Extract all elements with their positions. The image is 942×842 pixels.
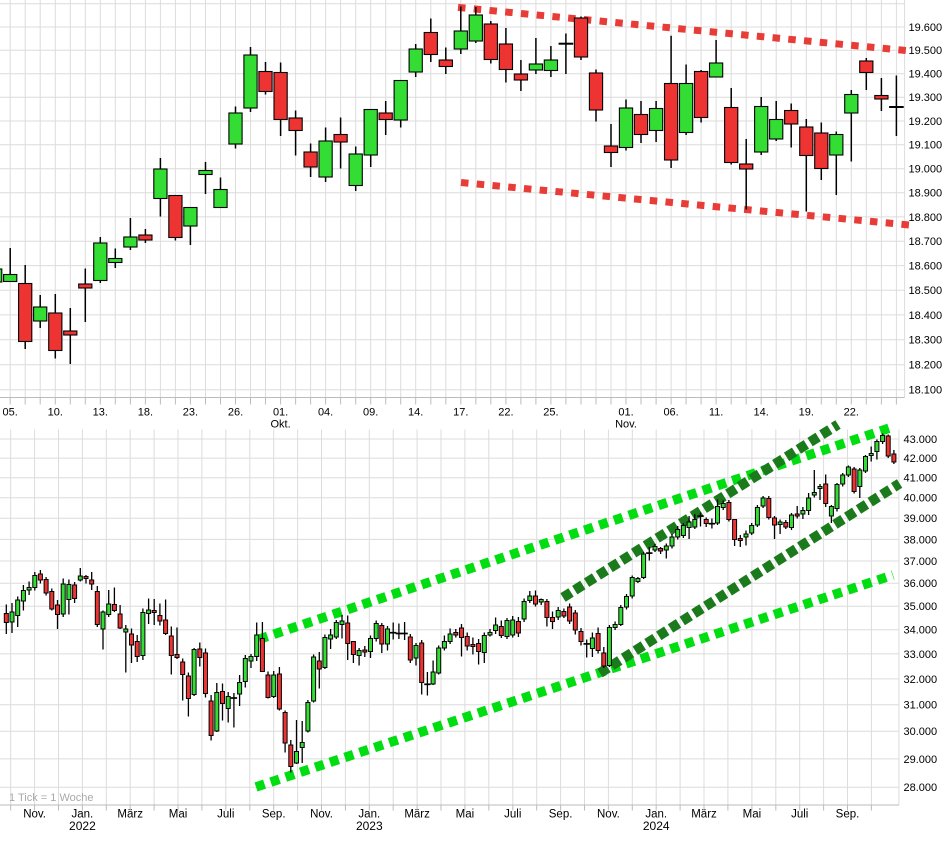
svg-text:01.: 01. (618, 407, 633, 419)
svg-text:Juli: Juli (791, 809, 808, 821)
svg-text:19.: 19. (799, 407, 814, 419)
svg-text:38.000: 38.000 (904, 534, 938, 546)
svg-text:19.600: 19.600 (909, 22, 942, 34)
svg-text:32.000: 32.000 (904, 674, 938, 686)
svg-text:11.: 11. (709, 407, 723, 419)
svg-text:30.000: 30.000 (904, 726, 938, 738)
svg-text:19.300: 19.300 (909, 92, 942, 104)
svg-text:41.000: 41.000 (904, 473, 938, 485)
svg-text:18.300: 18.300 (909, 335, 942, 347)
svg-text:Mai: Mai (743, 809, 762, 821)
svg-text:2024: 2024 (643, 819, 670, 833)
svg-text:05.: 05. (3, 407, 18, 419)
svg-text:Sep.: Sep. (549, 809, 573, 821)
svg-text:Mai: Mai (169, 809, 188, 821)
svg-text:26.: 26. (228, 407, 243, 419)
svg-text:Juli: Juli (504, 809, 521, 821)
svg-text:31.000: 31.000 (904, 700, 938, 712)
svg-text:19.000: 19.000 (909, 164, 942, 176)
svg-text:37.000: 37.000 (904, 556, 938, 568)
svg-text:35.000: 35.000 (904, 601, 938, 613)
svg-text:18.400: 18.400 (909, 310, 942, 322)
svg-text:10.: 10. (48, 407, 63, 419)
svg-text:März: März (117, 809, 143, 821)
svg-text:22.: 22. (844, 407, 859, 419)
svg-text:06.: 06. (663, 407, 678, 419)
svg-text:Mai: Mai (456, 809, 475, 821)
svg-text:18.600: 18.600 (909, 260, 942, 272)
svg-text:29.000: 29.000 (904, 754, 938, 766)
svg-text:Nov.: Nov. (310, 809, 333, 821)
svg-text:04.: 04. (318, 407, 333, 419)
svg-text:18.800: 18.800 (909, 212, 942, 224)
svg-text:13.: 13. (93, 407, 108, 419)
svg-text:34.000: 34.000 (904, 625, 938, 637)
svg-text:1 Tick = 1 Woche: 1 Tick = 1 Woche (9, 792, 93, 804)
svg-text:18.700: 18.700 (909, 236, 942, 248)
svg-text:40.000: 40.000 (904, 493, 938, 505)
svg-text:09.: 09. (363, 407, 378, 419)
svg-text:01.: 01. (273, 407, 288, 419)
svg-text:25.: 25. (543, 407, 558, 419)
svg-text:23.: 23. (183, 407, 198, 419)
svg-text:18.900: 18.900 (909, 188, 942, 200)
svg-text:36.000: 36.000 (904, 578, 938, 590)
svg-text:18.200: 18.200 (909, 360, 942, 372)
svg-text:22.: 22. (498, 407, 513, 419)
svg-text:Sep.: Sep. (262, 809, 286, 821)
svg-text:33.000: 33.000 (904, 649, 938, 661)
svg-text:18.100: 18.100 (909, 385, 942, 397)
svg-text:2022: 2022 (69, 819, 96, 833)
svg-text:18.500: 18.500 (909, 285, 942, 297)
svg-text:März: März (691, 809, 717, 821)
svg-text:Sep.: Sep. (836, 809, 860, 821)
svg-text:42.000: 42.000 (904, 453, 938, 465)
svg-text:43.000: 43.000 (904, 434, 938, 446)
svg-text:März: März (404, 809, 430, 821)
svg-text:Nov.: Nov. (615, 419, 637, 431)
svg-text:2023: 2023 (356, 819, 383, 833)
svg-text:19.200: 19.200 (909, 116, 942, 128)
svg-text:17.: 17. (453, 407, 468, 419)
svg-text:Juli: Juli (217, 809, 234, 821)
svg-text:14.: 14. (754, 407, 769, 419)
svg-text:39.000: 39.000 (904, 513, 938, 525)
svg-text:18.: 18. (138, 407, 153, 419)
svg-text:Nov.: Nov. (597, 809, 620, 821)
svg-text:14.: 14. (408, 407, 423, 419)
svg-text:19.400: 19.400 (909, 69, 942, 81)
svg-text:19.500: 19.500 (909, 45, 942, 57)
svg-text:19.100: 19.100 (909, 140, 942, 152)
svg-text:Nov.: Nov. (23, 809, 46, 821)
svg-text:28.000: 28.000 (904, 782, 938, 794)
svg-text:Okt.: Okt. (271, 419, 291, 431)
